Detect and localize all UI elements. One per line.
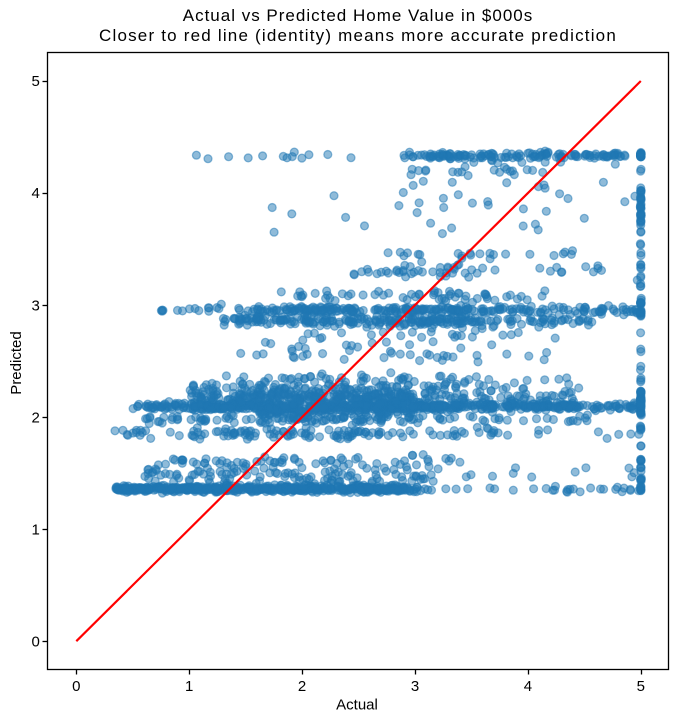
svg-text:Closer to red line (identity): Closer to red line (identity) means more… (99, 26, 617, 45)
svg-text:Actual: Actual (336, 697, 378, 714)
svg-text:3: 3 (31, 297, 39, 314)
svg-text:2: 2 (298, 678, 306, 695)
svg-text:0: 0 (72, 678, 80, 695)
svg-text:Actual vs Predicted Home Value: Actual vs Predicted Home Value in $000s (183, 6, 534, 25)
svg-text:5: 5 (31, 73, 39, 90)
svg-text:Predicted: Predicted (8, 331, 25, 394)
svg-text:2: 2 (31, 409, 39, 426)
svg-text:4: 4 (31, 185, 39, 202)
svg-text:1: 1 (185, 678, 193, 695)
svg-text:0: 0 (31, 633, 39, 650)
svg-text:4: 4 (524, 678, 532, 695)
svg-text:3: 3 (411, 678, 419, 695)
svg-text:1: 1 (31, 521, 39, 538)
svg-text:5: 5 (637, 678, 645, 695)
